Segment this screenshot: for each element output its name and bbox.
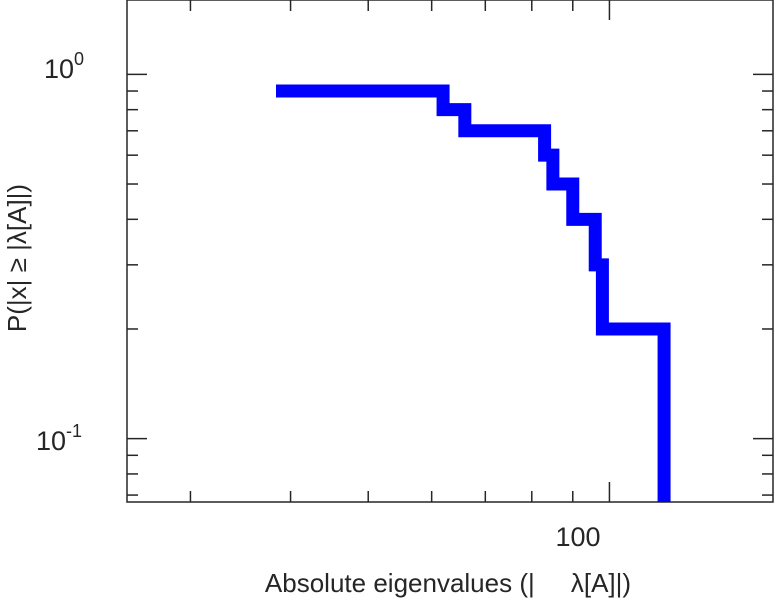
y-tick-base-0: 10	[44, 54, 74, 84]
series-line-0	[276, 84, 671, 502]
plot-area	[126, 0, 774, 503]
x-tick-label-0: 100	[555, 522, 600, 552]
y-tick-label-0: 100	[44, 49, 84, 84]
x-axis-label: Absolute eigenvalues (| λ[A]|)	[265, 568, 631, 598]
y-tick-label-1: 10-1	[36, 421, 82, 456]
y-tick-exp-0: 0	[74, 49, 84, 69]
tick-labels: 100 10-1 100	[36, 49, 601, 552]
series-layer	[276, 84, 671, 502]
axis-ticks	[127, 0, 773, 502]
y-tick-exp-1: -1	[66, 421, 82, 441]
y-axis-label: P(|x| ≥ |λ[A]|)	[2, 184, 32, 332]
y-tick-base-1: 10	[36, 426, 66, 456]
